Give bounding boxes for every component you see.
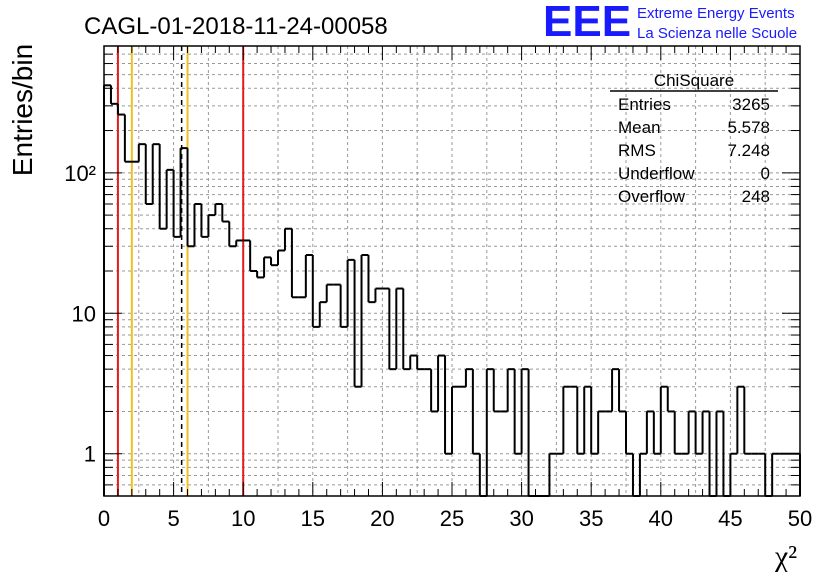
stats-box: ChiSquare Entries 3265 Mean 5.578 RMS 7.248 Un… [610,71,778,206]
stats-row-label: Underflow [618,164,695,183]
logo-line-2: La Scienza nelle Scuole [637,25,797,42]
stats-row-label: Mean [618,118,661,137]
stats-row-value: 3265 [732,95,770,114]
x-tick-label: 10 [231,506,255,531]
x-tick-label: 15 [301,506,325,531]
x-tick-label: 30 [509,506,533,531]
y-tick-label: 10² [64,161,96,186]
y-tick-label: 1 [84,442,96,467]
x-tick-label: 45 [718,506,742,531]
histogram [103,84,801,497]
x-tick-label: 20 [370,506,394,531]
stats-row-value: 0 [761,164,770,183]
marker-lines [116,46,245,496]
x-tick-label: 5 [167,506,179,531]
stats-row-value: 5.578 [727,118,770,137]
axis-ticks: 0 5 10 15 20 25 30 35 40 45 50 1 10 10² [64,46,812,531]
x-axis-label: χ² [774,540,797,572]
chart-title: CAGL-01-2018-11-24-00058 [84,13,388,40]
x-tick-label: 25 [440,506,464,531]
stats-row-label: Entries [618,95,671,114]
x-tick-label: 50 [788,506,812,531]
stats-row-value: 7.248 [727,141,770,160]
stats-row-label: Overflow [618,187,686,206]
stats-row-value: 248 [742,187,770,206]
x-tick-label: 40 [649,506,673,531]
stats-name: ChiSquare [654,71,734,90]
logo-line-1: Extreme Energy Events [637,5,795,22]
eee-logo: EEE [543,0,631,46]
x-tick-label: 0 [98,506,110,531]
y-tick-label: 10 [72,301,96,326]
y-axis-label: Entries/bin [7,44,38,176]
stats-row-label: RMS [618,141,656,160]
x-tick-label: 35 [579,506,603,531]
